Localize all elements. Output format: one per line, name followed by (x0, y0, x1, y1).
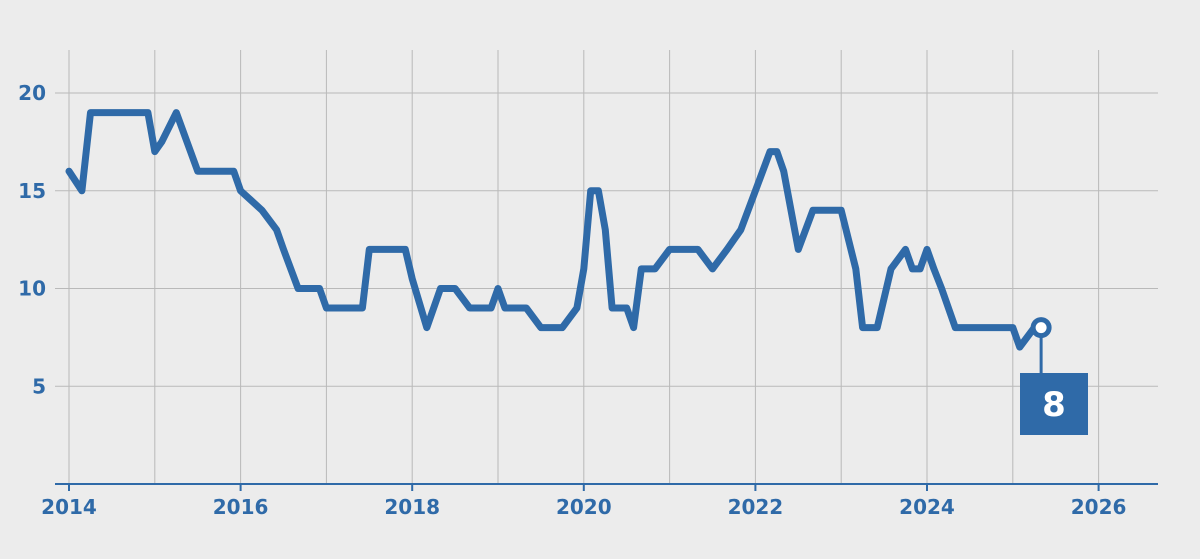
x-tick-label: 2014 (41, 495, 97, 519)
callout: 8 (1020, 317, 1088, 435)
x-tick-label: 2016 (213, 495, 269, 519)
series-line (65, 109, 1045, 351)
x-tick-label: 2026 (1071, 495, 1127, 519)
y-tick-label: 20 (18, 81, 46, 105)
x-tick-label: 2022 (728, 495, 784, 519)
axes (55, 483, 1158, 491)
grid (55, 50, 1158, 484)
tick-labels: 2014 2016 2018 2020 2022 2024 2026 5 10 15 20 (18, 81, 1126, 519)
callout-value-label: 8 (1042, 385, 1066, 425)
x-tick-label: 2024 (899, 495, 955, 519)
y-tick-label: 5 (32, 374, 46, 398)
x-tick-label: 2020 (556, 495, 612, 519)
series-layer (65, 109, 1045, 351)
callout-marker (1030, 317, 1052, 339)
callout-box (1020, 373, 1088, 435)
y-tick-label: 15 (18, 179, 46, 203)
y-tick-label: 10 (18, 277, 46, 301)
x-tick-label: 2018 (384, 495, 440, 519)
